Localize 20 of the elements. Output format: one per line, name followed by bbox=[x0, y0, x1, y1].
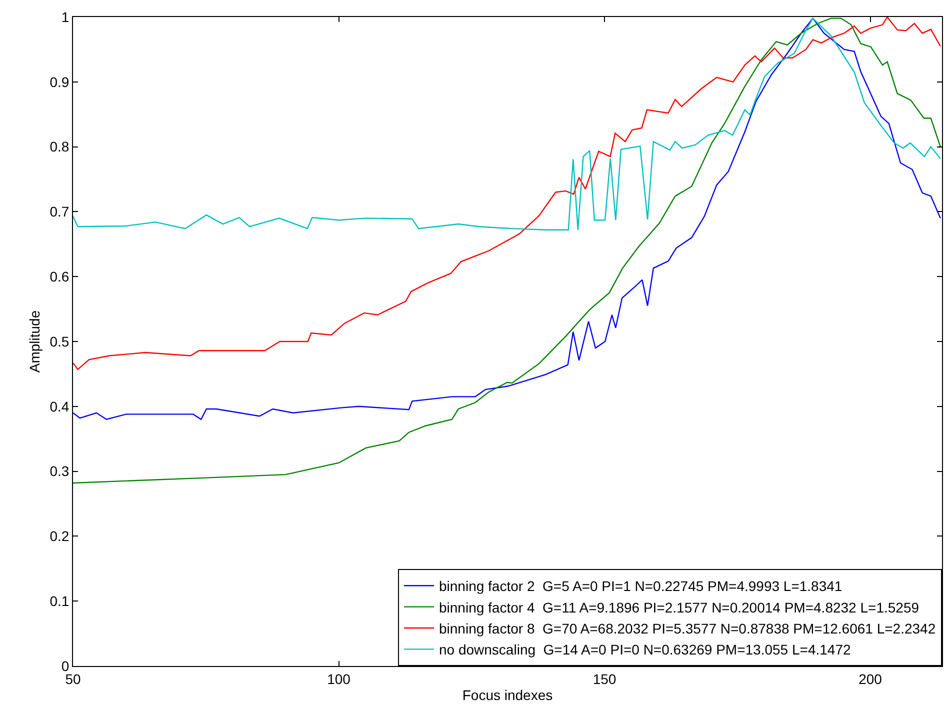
y-tick-label: 0.1 bbox=[50, 593, 70, 609]
y-tick-label: 0.2 bbox=[50, 528, 70, 544]
y-tick-label: 0.5 bbox=[50, 333, 70, 350]
y-tick-label: 0.8 bbox=[50, 138, 70, 155]
y-tick-label: 0.9 bbox=[50, 74, 70, 90]
x-tick-label: 150 bbox=[592, 670, 616, 687]
y-tick-label: 0.4 bbox=[50, 398, 70, 414]
y-tick-label: 0.6 bbox=[50, 268, 70, 284]
y-tick-label: 0.7 bbox=[50, 204, 70, 220]
legend-label: binning factor 8 G=70 A=68.2032 PI=5.3577 N=0.87838 PM=12.6061 L=2.2342 bbox=[439, 620, 936, 636]
y-tick-label: 1 bbox=[61, 8, 70, 25]
legend-label: binning factor 4 G=11 A=9.1896 PI=2.1577 N=0.20014 PM=4.8232 L=1.5259 bbox=[439, 599, 920, 616]
line-series bbox=[73, 18, 942, 230]
legend-label: no downscaling G=14 A=0 PI=0 N=0.63269 PM=13.055 L=4.1472 bbox=[439, 642, 851, 658]
x-tick-label: 200 bbox=[858, 670, 882, 687]
y-tick-label: 0.3 bbox=[50, 463, 70, 480]
x-axis-title: Focus indexes bbox=[462, 687, 553, 704]
x-tick-label: 100 bbox=[327, 670, 351, 687]
legend-label: binning factor 2 G=5 A=0 PI=1 N=0.22745 PM=4.9993 L=1.8341 bbox=[439, 578, 842, 594]
y-axis-title: Amplitude bbox=[26, 310, 42, 373]
